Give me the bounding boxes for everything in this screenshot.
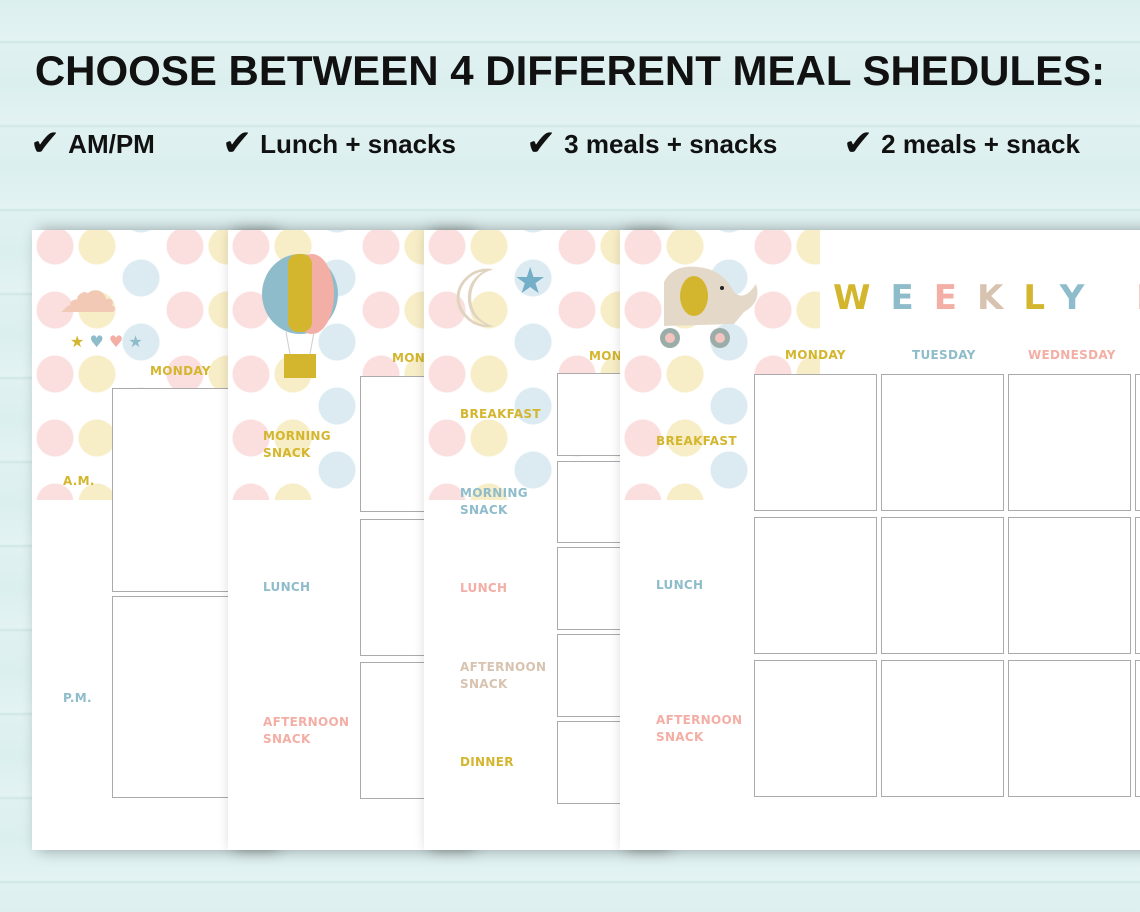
- option-2-meals: ✔ 2 meals + snack: [843, 126, 1080, 162]
- meal-box: [1008, 660, 1131, 797]
- day-label: TUESDAY: [912, 348, 976, 362]
- meal-box: [1135, 517, 1140, 654]
- option-3-meals: ✔ 3 meals + snacks: [526, 126, 777, 162]
- title-letter: M: [1136, 278, 1140, 318]
- option-label: 2 meals + snack: [881, 128, 1080, 159]
- title-letter: E: [933, 278, 977, 318]
- row-label: A.M.: [63, 474, 95, 488]
- meal-box: [754, 660, 877, 797]
- option-lunch-snacks: ✔ Lunch + snacks: [222, 126, 456, 162]
- row-label: MORNING SNACK: [460, 486, 528, 517]
- option-label: 3 meals + snacks: [564, 128, 778, 159]
- headline: CHOOSE BETWEEN 4 DIFFERENT MEAL SHEDULES…: [34, 47, 1106, 94]
- row-label: MORNING SNACK: [263, 429, 331, 460]
- elephant-toy-icon: [660, 266, 758, 348]
- meal-box: [112, 388, 242, 592]
- row-label: LUNCH: [263, 580, 311, 594]
- day-label: MON: [392, 351, 426, 365]
- meal-box: [881, 660, 1004, 797]
- star-icon: ★: [514, 261, 547, 302]
- day-label: WEDNESDAY: [1028, 348, 1116, 362]
- meal-box: [1135, 660, 1140, 797]
- title-letter: W: [833, 278, 891, 318]
- row-label: P.M.: [63, 691, 92, 705]
- day-label: MONDAY: [785, 348, 846, 362]
- title-letter: [1104, 278, 1136, 318]
- title-letter: K: [976, 278, 1024, 318]
- row-label: AFTERNOON SNACK: [460, 660, 547, 691]
- day-label: MON: [589, 349, 623, 363]
- option-label: Lunch + snacks: [260, 128, 456, 159]
- meal-box: [1135, 374, 1140, 511]
- checkmark-icon: ✔: [526, 123, 557, 164]
- row-label: DINNER: [460, 755, 514, 769]
- cloud-icon: ☁: [58, 257, 118, 327]
- meal-box: [754, 517, 877, 654]
- checkmark-icon: ✔: [222, 123, 253, 164]
- moon-icon: ☾: [450, 253, 522, 346]
- title-letter: E: [890, 278, 934, 318]
- title-letter: L: [1023, 278, 1060, 318]
- meal-box: [881, 374, 1004, 511]
- row-label: AFTERNOON SNACK: [656, 713, 743, 744]
- meal-box: [754, 374, 877, 511]
- meal-box: [1008, 517, 1131, 654]
- planner-page-2-meals: WEEKLY ME MONDAY TUESDAY WEDNESDAY BREAK…: [620, 230, 1140, 850]
- star-icon: ★ ♥ ♥ ★: [70, 332, 143, 351]
- option-am-pm: ✔ AM/PM: [30, 126, 155, 162]
- meal-box: [1008, 374, 1131, 511]
- title-letter: Y: [1059, 278, 1105, 318]
- option-label: AM/PM: [68, 128, 155, 159]
- row-label: AFTERNOON SNACK: [263, 715, 350, 746]
- weekly-menu-title: WEEKLY ME: [833, 278, 1140, 318]
- row-label: LUNCH: [460, 581, 508, 595]
- day-label: MONDAY: [150, 364, 211, 378]
- meal-box: [112, 596, 242, 798]
- row-label: BREAKFAST: [656, 434, 737, 448]
- row-label: BREAKFAST: [460, 407, 541, 421]
- hot-air-balloon-icon: [262, 254, 338, 378]
- checkmark-icon: ✔: [30, 123, 61, 164]
- meal-box: [881, 517, 1004, 654]
- checkmark-icon: ✔: [843, 123, 874, 164]
- row-label: LUNCH: [656, 578, 704, 592]
